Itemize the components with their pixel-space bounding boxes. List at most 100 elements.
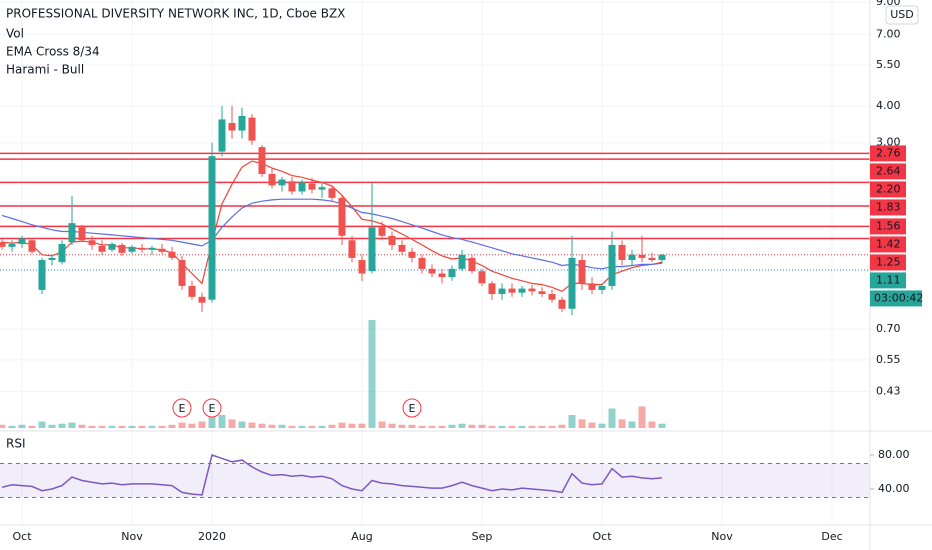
indicator-label[interactable]: EMA Cross 8/34: [6, 45, 100, 59]
volume-bar: [28, 425, 36, 428]
candle-body: [198, 296, 206, 303]
price-label: 1.11: [876, 273, 901, 286]
volume-bar: [208, 417, 216, 428]
candle-body: [588, 283, 596, 290]
x-tick-label: Dec: [821, 530, 842, 543]
price-label-box: [870, 254, 906, 271]
y-tick-label: 4.00: [876, 99, 901, 112]
candle-body: [208, 156, 216, 300]
volume-bar: [558, 424, 566, 428]
candle-body: [228, 123, 236, 131]
candle-body: [548, 294, 556, 300]
candle-body: [78, 227, 86, 241]
candle-body: [508, 288, 516, 293]
volume-bar: [468, 424, 476, 428]
candle-body: [98, 245, 106, 252]
price-label-box: [870, 272, 906, 289]
candle-body: [268, 173, 276, 186]
price-label-box: [870, 181, 906, 198]
currency-button[interactable]: [885, 5, 919, 25]
volume-bar: [308, 425, 316, 428]
countdown-box: [870, 290, 922, 307]
price-label: 2.76: [876, 146, 901, 159]
grid: [0, 0, 870, 525]
volume-bar: [658, 423, 666, 428]
volume-bar: [128, 425, 136, 428]
price-label-box: [870, 145, 906, 162]
volume-bar: [248, 422, 256, 428]
volume-bar: [288, 425, 296, 428]
volume-bar: [528, 425, 536, 428]
currency-label[interactable]: USD: [890, 8, 914, 21]
y-tick-label: 9.00: [876, 0, 901, 8]
candle-body: [338, 197, 346, 236]
volume-bar: [428, 425, 436, 428]
volume-bar: [258, 423, 266, 428]
volume-bar: [138, 425, 146, 428]
volume-bar: [318, 425, 326, 428]
volume-bar: [238, 421, 246, 428]
volume-bar: [388, 423, 396, 428]
candle-body: [168, 251, 176, 258]
y-tick-label: 5.50: [876, 58, 901, 71]
candle-body: [248, 117, 256, 141]
rsi-band: [0, 463, 870, 498]
volume-bar: [618, 419, 626, 428]
candle-body: [158, 248, 166, 252]
volume-bar: [158, 425, 166, 428]
volume-bar: [578, 419, 586, 428]
candle-body: [58, 243, 66, 263]
volume-bar: [358, 423, 366, 428]
volume-bar: [408, 424, 416, 428]
volume-bar: [548, 425, 556, 428]
volume-bar: [458, 423, 466, 428]
volume-bar: [218, 415, 226, 428]
price-label: 1.42: [876, 237, 901, 250]
price-label-box: [870, 199, 906, 216]
volume-bar: [8, 425, 16, 428]
volume-bar: [348, 423, 356, 428]
candle-body: [218, 119, 226, 152]
candle-body: [638, 254, 646, 258]
volume-bar: [78, 424, 86, 428]
y-tick-label: 0.55: [876, 353, 901, 366]
volume-bar: [228, 419, 236, 428]
candle-body: [408, 251, 416, 258]
rsi-tick-label: 80.00: [878, 448, 910, 461]
candle-body: [438, 273, 446, 278]
candle-body: [238, 115, 246, 131]
volume-bar: [58, 423, 66, 428]
candle-body: [308, 183, 316, 190]
earnings-marker: [172, 398, 192, 418]
candle-body: [28, 240, 36, 252]
volume-bar: [178, 422, 186, 428]
candle-body: [578, 260, 586, 284]
candle-body: [618, 244, 626, 261]
x-tick-label: Oct: [592, 530, 612, 543]
volume-bar: [198, 421, 206, 428]
candle-body: [498, 288, 506, 295]
volume-bar: [98, 425, 106, 428]
earnings-label: E: [409, 402, 416, 415]
candle-body: [598, 285, 606, 290]
candle-body: [368, 227, 376, 272]
volume-bar: [418, 425, 426, 428]
indicator-label[interactable]: Vol: [6, 27, 24, 41]
rsi-line: [1, 454, 663, 496]
candle-body: [648, 257, 656, 261]
legend: PROFESSIONAL DIVERSITY NETWORK INC, 1D, …: [6, 7, 345, 451]
candle-body: [658, 254, 666, 261]
x-tick-label: Nov: [711, 530, 733, 543]
rsi-tick-label: 40.00: [878, 482, 910, 495]
earnings-label: E: [209, 402, 216, 415]
volume-bar: [108, 425, 116, 428]
price-label-box: [870, 236, 906, 253]
volume-bar: [168, 424, 176, 428]
candle-body: [398, 244, 406, 252]
candle-body: [488, 283, 496, 295]
candle-body: [258, 147, 266, 174]
indicator-label[interactable]: Harami - Bull: [6, 63, 84, 77]
volume-bar: [518, 425, 526, 428]
rsi-title[interactable]: RSI: [6, 437, 26, 451]
